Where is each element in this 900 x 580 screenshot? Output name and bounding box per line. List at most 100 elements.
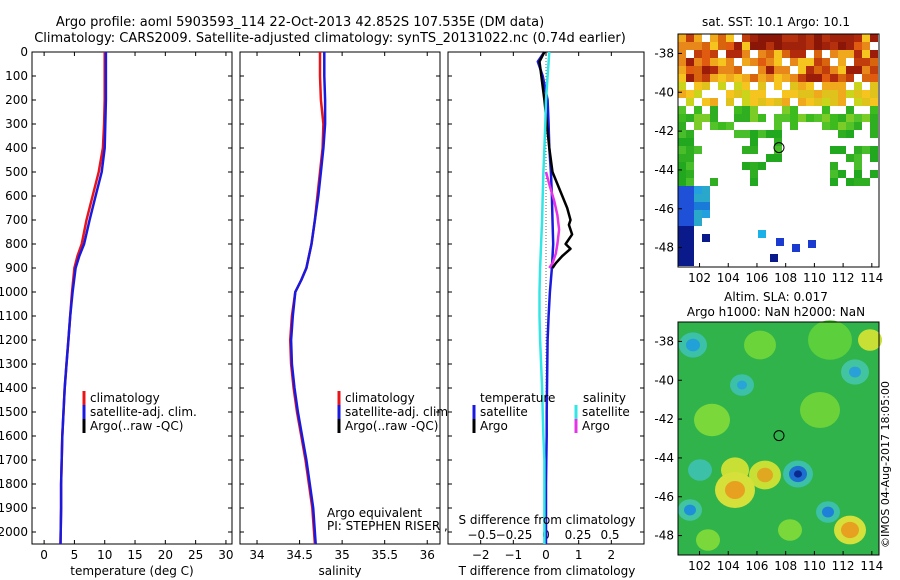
sst-cell (806, 74, 814, 82)
sst-cell (726, 122, 734, 130)
sst-cell (686, 178, 694, 186)
sst-cell (766, 34, 774, 42)
s-difference-label: S difference from climatology (459, 513, 636, 527)
sst-cell (758, 50, 766, 58)
y-tick-label: 0 (20, 45, 28, 59)
sst-cell (702, 114, 710, 122)
sst-cell (830, 98, 838, 106)
y-tick-label: 800 (5, 237, 28, 251)
sst-cell (862, 50, 870, 58)
sst-cell (814, 114, 822, 122)
sst-cell (742, 90, 750, 98)
sla-blob (822, 506, 834, 518)
sst-cell (782, 106, 790, 114)
sst-cell (678, 250, 686, 258)
sla-blob (800, 392, 840, 428)
sst-cell (790, 114, 798, 122)
sst-cell (750, 34, 758, 42)
sst-cell (750, 98, 758, 106)
sst-cell (798, 66, 806, 74)
sst-cell (792, 244, 800, 252)
sst-cell (870, 122, 878, 130)
sst-cell (686, 170, 694, 178)
sst-cell (734, 90, 742, 98)
x-tick-label: −1 (504, 548, 522, 562)
sst-cell (726, 58, 734, 66)
lat-tick-label: -48 (654, 241, 674, 255)
sst-cell (776, 238, 784, 246)
sla-blob (696, 529, 720, 551)
sst-cell (678, 202, 686, 210)
sla-blob (725, 481, 745, 499)
sst-cell (742, 50, 750, 58)
y-tick-label: 1500 (0, 405, 28, 419)
lon-tick-label: 102 (688, 271, 711, 285)
sst-cell (814, 98, 822, 106)
sst-cell (822, 66, 830, 74)
sst-cell (734, 82, 742, 90)
sst-cell (758, 58, 766, 66)
s-tick-label: 0.5 (600, 528, 619, 542)
sst-cell (742, 146, 750, 154)
y-tick-label: 1400 (0, 381, 28, 395)
argo-equivalent-label: Argo equivalent (327, 506, 422, 520)
s-tick-label: 0.25 (565, 528, 592, 542)
sst-cell (694, 42, 702, 50)
x-tick-label: 35.5 (371, 548, 398, 562)
lon-tick-label: 104 (717, 559, 740, 573)
lon-tick-label: 108 (774, 271, 797, 285)
sst-cell (726, 50, 734, 58)
sst-cell (798, 90, 806, 98)
sst-cell (678, 34, 686, 42)
salinity-series (288, 52, 327, 545)
lat-tick-label: -40 (654, 85, 674, 99)
sla-blob (686, 338, 700, 352)
sst-cell (854, 98, 862, 106)
sst-cell (750, 42, 758, 50)
lon-tick-label: 106 (746, 559, 769, 573)
sst-cell (742, 114, 750, 122)
sst-cell (822, 90, 830, 98)
sst-cell (702, 234, 710, 242)
x-tick-label: 36 (420, 548, 435, 562)
lat-tick-label: -38 (654, 46, 674, 60)
salinity-panel: 34 34.5 35 35.5 36 salinity climatology sate… (239, 51, 570, 578)
sst-cell (710, 122, 718, 130)
sst-cell (742, 74, 750, 82)
sst-cell (742, 162, 750, 170)
legend-argo-label: Argo(..raw -QC) (90, 419, 183, 433)
sst-cell (846, 90, 854, 98)
legend-climatology-label: climatology (345, 391, 415, 405)
sst-cell (686, 218, 694, 226)
sst-cell (750, 90, 758, 98)
sst-cell (854, 42, 862, 50)
sst-cell (790, 34, 798, 42)
sst-cell (726, 98, 734, 106)
sst-cell (838, 82, 846, 90)
sst-cell (782, 34, 790, 42)
sst-cell (758, 66, 766, 74)
sst-cell (822, 42, 830, 50)
sst-cell (808, 240, 816, 248)
sst-cell (758, 42, 766, 50)
sst-cell (806, 114, 814, 122)
sst-cell (830, 90, 838, 98)
sst-cell (854, 122, 862, 130)
s-tick-label: −0.25 (496, 528, 533, 542)
y-tick-label: 1100 (0, 309, 28, 323)
sst-cell (678, 114, 686, 122)
sst-cell (750, 58, 758, 66)
sst-cell (782, 114, 790, 122)
sst-cell (750, 74, 758, 82)
sst-cell (838, 34, 846, 42)
sst-cell (854, 178, 862, 186)
sst-cell (694, 218, 702, 226)
sst-cell (718, 58, 726, 66)
sla-map-title-1: Altim. SLA: 0.017 (724, 290, 828, 304)
sst-cell (734, 106, 742, 114)
sst-cell (854, 90, 862, 98)
series-line-salinity-satellite (538, 51, 551, 544)
sst-cell (758, 114, 766, 122)
sst-cell (782, 50, 790, 58)
sst-cell (782, 90, 790, 98)
